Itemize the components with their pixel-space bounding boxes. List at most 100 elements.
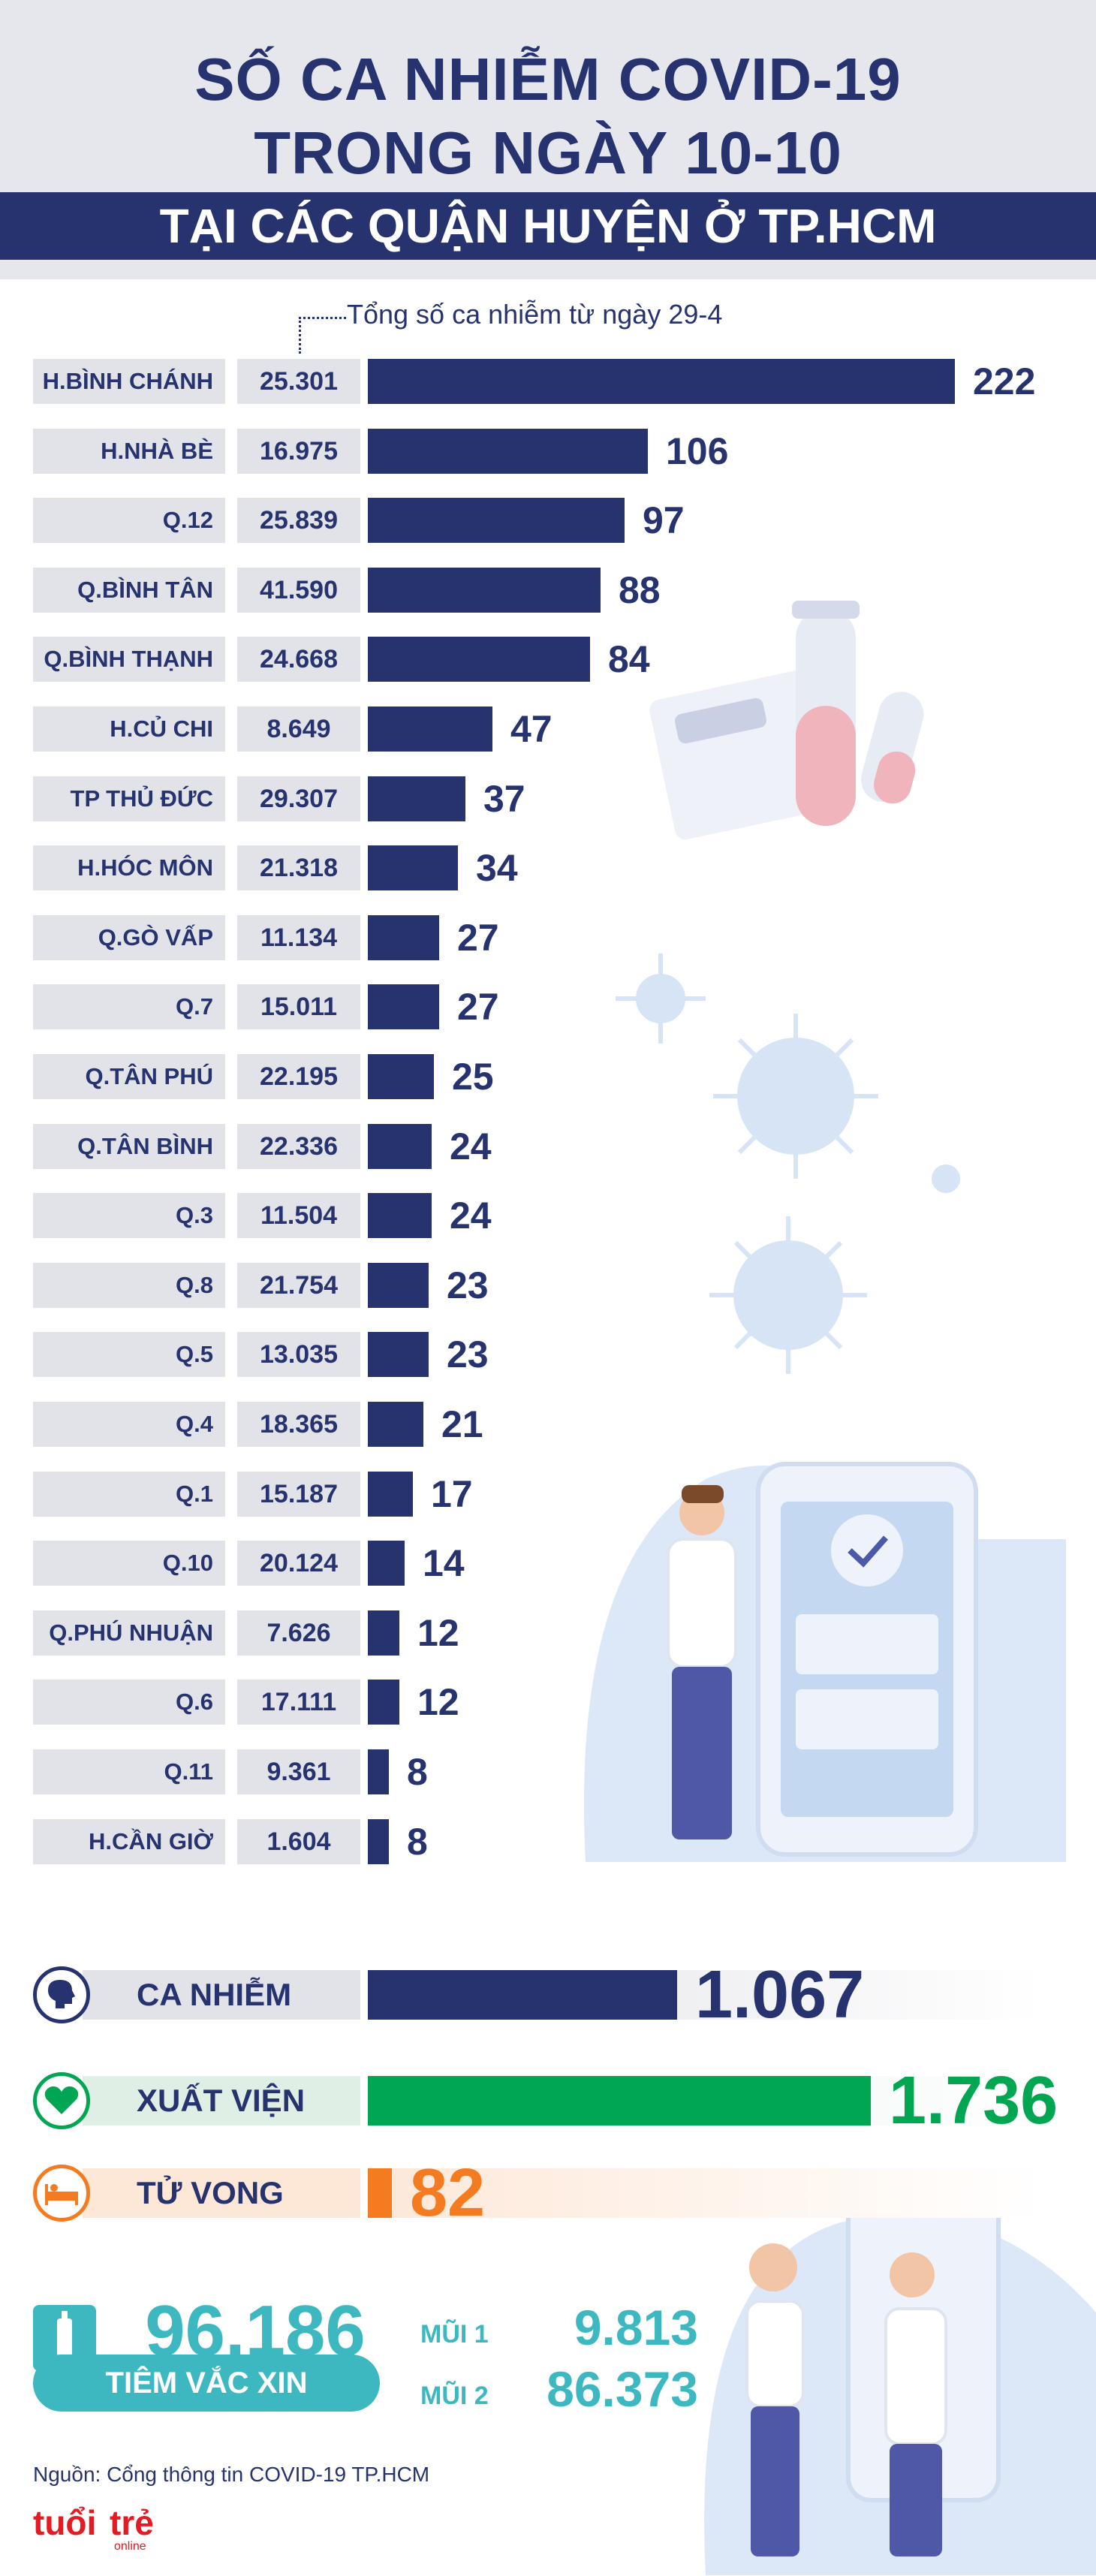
bar-value-label: 8 (407, 1751, 428, 1793)
dose1-value: 9.813 (574, 2300, 698, 2355)
bar (368, 1680, 399, 1725)
district-name: Q.BÌNH THẠNH (33, 637, 225, 682)
summary-label: CA NHIỄM (83, 1970, 360, 2020)
bar-value-label: 97 (643, 499, 685, 541)
cumulative-total: 41.590 (237, 568, 360, 613)
title-line-1: SỐ CA NHIỄM COVID-19 (194, 46, 902, 113)
bar (368, 1402, 423, 1447)
district-name: Q.7 (33, 984, 225, 1029)
cumulative-total: 9.361 (237, 1749, 360, 1794)
bar (368, 568, 601, 613)
vaccine-label: TIÊM VẮC XIN (33, 2355, 380, 2412)
cumulative-total: 20.124 (237, 1541, 360, 1586)
bar (368, 1819, 389, 1864)
bar (368, 1472, 413, 1517)
bar (368, 429, 648, 474)
cumulative-total: 24.668 (237, 637, 360, 682)
summary-label: XUẤT VIỆN (83, 2076, 360, 2126)
bar (368, 1263, 429, 1308)
bar (368, 1749, 389, 1794)
bar-value-label: 23 (447, 1333, 489, 1375)
summary-value: 1.736 (889, 2063, 1058, 2138)
bar (368, 1054, 434, 1099)
summary-bar (368, 2168, 392, 2218)
bar-value-label: 222 (973, 360, 1036, 402)
bar-value-label: 17 (431, 1473, 473, 1515)
bar (368, 1124, 432, 1169)
bar-value-label: 27 (457, 917, 499, 959)
dose1-label: MŨI 1 (420, 2320, 489, 2349)
bar (368, 1610, 399, 1656)
cumulative-total: 21.754 (237, 1263, 360, 1308)
bar-value-label: 24 (450, 1125, 492, 1167)
bar-value-label: 14 (423, 1542, 465, 1584)
cumulative-total: 18.365 (237, 1402, 360, 1447)
cumulative-total: 16.975 (237, 429, 360, 474)
cumulative-total: 1.604 (237, 1819, 360, 1864)
bar (368, 359, 955, 404)
bar (368, 1193, 432, 1238)
bar-value-label: 37 (483, 778, 525, 820)
district-name: H.CẦN GIỜ (33, 1819, 225, 1864)
district-name: Q.12 (33, 498, 225, 543)
district-name: Q.4 (33, 1402, 225, 1447)
district-name: Q.PHÚ NHUẬN (33, 1610, 225, 1656)
district-name: TP THỦ ĐỨC (33, 776, 225, 821)
district-name: Q.10 (33, 1541, 225, 1586)
summary-bar (368, 2076, 871, 2126)
cumulative-total: 11.504 (237, 1193, 360, 1238)
dose2-label: MŨI 2 (420, 2382, 489, 2410)
cumulative-total: 7.626 (237, 1610, 360, 1656)
bar-value-label: 12 (417, 1681, 459, 1723)
bed-icon (33, 2165, 90, 2222)
district-name: Q.TÂN BÌNH (33, 1124, 225, 1169)
district-name: Q.BÌNH TÂN (33, 568, 225, 613)
cumulative-total: 29.307 (237, 776, 360, 821)
logo-word-3: online (114, 2540, 146, 2553)
bar (368, 984, 439, 1029)
bar (368, 776, 465, 821)
bar-value-label: 8 (407, 1821, 428, 1863)
bar-value-label: 25 (452, 1056, 494, 1098)
cumulative-total: 22.336 (237, 1124, 360, 1169)
source-note: Nguồn: Cổng thông tin COVID-19 TP.HCM (33, 2463, 430, 2486)
bar (368, 1541, 405, 1586)
tuoi-tre-logo: tuổi trẻ online (33, 2503, 154, 2553)
district-name: Q.3 (33, 1193, 225, 1238)
summary-bar-track (368, 2168, 1043, 2218)
cumulative-total: 8.649 (237, 707, 360, 752)
cumulative-total: 15.011 (237, 984, 360, 1029)
summary-value: 82 (410, 2156, 486, 2231)
cumulative-total: 17.111 (237, 1680, 360, 1725)
cumulative-total: 11.134 (237, 915, 360, 960)
lab-tubes-illustration (649, 601, 924, 840)
legend-note: Tổng số ca nhiễm từ ngày 29-4 (347, 299, 723, 330)
cumulative-total: 22.195 (237, 1054, 360, 1099)
bar-value-label: 34 (476, 847, 518, 889)
bar-value-label: 24 (450, 1195, 492, 1237)
district-name: Q.8 (33, 1263, 225, 1308)
district-name: H.NHÀ BÈ (33, 429, 225, 474)
summary-value: 1.067 (695, 1957, 865, 2032)
bar-value-label: 21 (441, 1403, 483, 1445)
title-line-2: TRONG NGÀY 10-10 (254, 119, 842, 186)
district-name: Q.GÒ VẤP (33, 915, 225, 960)
vaccination-illustration (704, 2183, 1096, 2575)
district-name: Q.5 (33, 1332, 225, 1377)
bar (368, 915, 439, 960)
dose2-value: 86.373 (546, 2361, 698, 2417)
district-name: Q.11 (33, 1749, 225, 1794)
logo-word-1: tuổi (33, 2503, 96, 2542)
district-name: Q.TÂN PHÚ (33, 1054, 225, 1099)
bar (368, 845, 458, 890)
summary-bar (368, 1970, 677, 2020)
bar-value-label: 27 (457, 986, 499, 1028)
bar-value-label: 88 (619, 569, 661, 611)
bar-value-label: 12 (417, 1612, 459, 1654)
bar-value-label: 47 (510, 708, 553, 750)
cumulative-total: 21.318 (237, 845, 360, 890)
district-name: H.HÓC MÔN (33, 845, 225, 890)
heart-icon (33, 2072, 90, 2129)
bar-value-label: 23 (447, 1264, 489, 1306)
cumulative-total: 15.187 (237, 1472, 360, 1517)
